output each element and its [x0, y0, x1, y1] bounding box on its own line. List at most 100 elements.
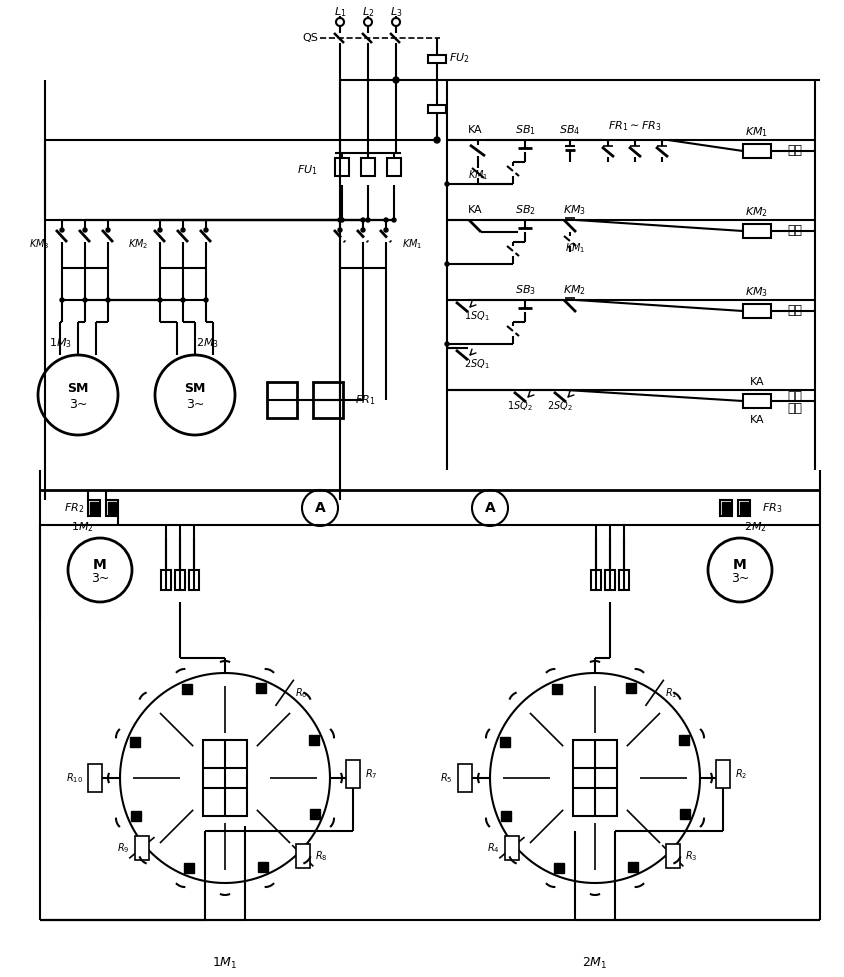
Text: $KM_3$: $KM_3$: [564, 203, 587, 217]
Circle shape: [83, 228, 87, 232]
Bar: [680, 809, 690, 820]
Bar: [135, 835, 149, 860]
Bar: [428, 105, 446, 113]
Polygon shape: [305, 693, 310, 699]
Text: $2SQ_2$: $2SQ_2$: [547, 399, 573, 413]
Circle shape: [181, 298, 185, 302]
Circle shape: [181, 228, 185, 232]
Bar: [743, 224, 771, 238]
Polygon shape: [510, 693, 516, 699]
Circle shape: [445, 182, 449, 186]
Text: KA: KA: [468, 205, 482, 215]
Bar: [335, 158, 349, 176]
Text: $SB_2$: $SB_2$: [515, 203, 535, 217]
Text: 3~: 3~: [91, 573, 109, 585]
Text: 加速: 加速: [787, 305, 802, 318]
Bar: [605, 570, 615, 590]
Bar: [387, 158, 401, 176]
Text: $R_{10}$: $R_{10}$: [66, 771, 83, 785]
Text: $R_6$: $R_6$: [295, 686, 307, 700]
Bar: [258, 863, 268, 872]
Bar: [666, 844, 679, 868]
Bar: [720, 500, 732, 516]
Bar: [738, 500, 750, 516]
Text: 联锁: 联锁: [787, 402, 802, 414]
Polygon shape: [510, 857, 516, 863]
Polygon shape: [266, 669, 273, 672]
Bar: [130, 737, 140, 746]
Polygon shape: [140, 693, 146, 699]
Circle shape: [393, 77, 399, 83]
Polygon shape: [331, 819, 334, 827]
Circle shape: [106, 228, 110, 232]
Bar: [552, 684, 562, 694]
Circle shape: [434, 137, 440, 143]
Text: $2M_2$: $2M_2$: [744, 520, 766, 533]
Bar: [573, 740, 617, 816]
Text: $R_8$: $R_8$: [315, 849, 327, 863]
Text: KA: KA: [749, 415, 765, 425]
Polygon shape: [176, 884, 184, 887]
Bar: [88, 764, 102, 792]
Bar: [309, 735, 319, 745]
Text: $L_1$: $L_1$: [333, 5, 346, 19]
Polygon shape: [266, 884, 273, 887]
Text: $R_7$: $R_7$: [365, 767, 377, 781]
Bar: [106, 500, 118, 516]
Text: $FU_1$: $FU_1$: [297, 163, 318, 177]
Text: $KM_1$: $KM_1$: [745, 125, 769, 139]
Bar: [182, 684, 192, 694]
Text: 主机: 主机: [787, 145, 802, 157]
Text: $2M_1$: $2M_1$: [582, 956, 608, 970]
Bar: [90, 502, 98, 514]
Circle shape: [384, 228, 388, 232]
Text: 减速: 减速: [787, 225, 802, 237]
Text: $L_2$: $L_2$: [362, 5, 374, 19]
Text: $R_5$: $R_5$: [441, 771, 453, 785]
Polygon shape: [140, 857, 146, 863]
Text: $R_2$: $R_2$: [735, 767, 747, 781]
Circle shape: [384, 218, 388, 222]
Text: $KM_1$: $KM_1$: [468, 168, 488, 182]
Polygon shape: [701, 730, 704, 738]
Bar: [203, 740, 247, 816]
Circle shape: [158, 228, 162, 232]
Text: $KM_2$: $KM_2$: [564, 283, 587, 297]
Text: $FR_3$: $FR_3$: [762, 501, 782, 515]
Text: 3~: 3~: [731, 573, 749, 585]
Polygon shape: [486, 730, 490, 738]
Text: QS: QS: [302, 33, 318, 43]
Circle shape: [445, 262, 449, 266]
Bar: [628, 863, 638, 872]
Bar: [189, 570, 199, 590]
Bar: [310, 809, 320, 820]
Circle shape: [60, 228, 64, 232]
Bar: [267, 382, 297, 418]
Circle shape: [204, 298, 208, 302]
Text: $R_1$: $R_1$: [665, 686, 677, 700]
Circle shape: [60, 298, 64, 302]
Text: 低速: 低速: [787, 390, 802, 403]
Bar: [554, 863, 564, 872]
Text: $1SQ_1$: $1SQ_1$: [464, 309, 490, 323]
Text: M: M: [93, 558, 107, 572]
Circle shape: [361, 228, 365, 232]
Bar: [591, 570, 601, 590]
Circle shape: [445, 342, 449, 346]
Bar: [175, 570, 185, 590]
Bar: [626, 683, 636, 693]
Text: $FR_1\sim FR_3$: $FR_1\sim FR_3$: [609, 119, 662, 133]
Text: $2SQ_1$: $2SQ_1$: [464, 358, 490, 371]
Text: $KM_1$: $KM_1$: [402, 237, 422, 251]
Text: 3~: 3~: [69, 398, 87, 410]
Bar: [619, 570, 629, 590]
Bar: [88, 500, 100, 516]
Text: $1M_2$: $1M_2$: [71, 520, 94, 533]
Text: $R_9$: $R_9$: [117, 841, 130, 855]
Text: SM: SM: [184, 383, 206, 396]
Bar: [184, 863, 193, 872]
Polygon shape: [116, 730, 119, 738]
Circle shape: [158, 298, 162, 302]
Bar: [161, 570, 171, 590]
Text: $1M_1$: $1M_1$: [212, 956, 238, 970]
